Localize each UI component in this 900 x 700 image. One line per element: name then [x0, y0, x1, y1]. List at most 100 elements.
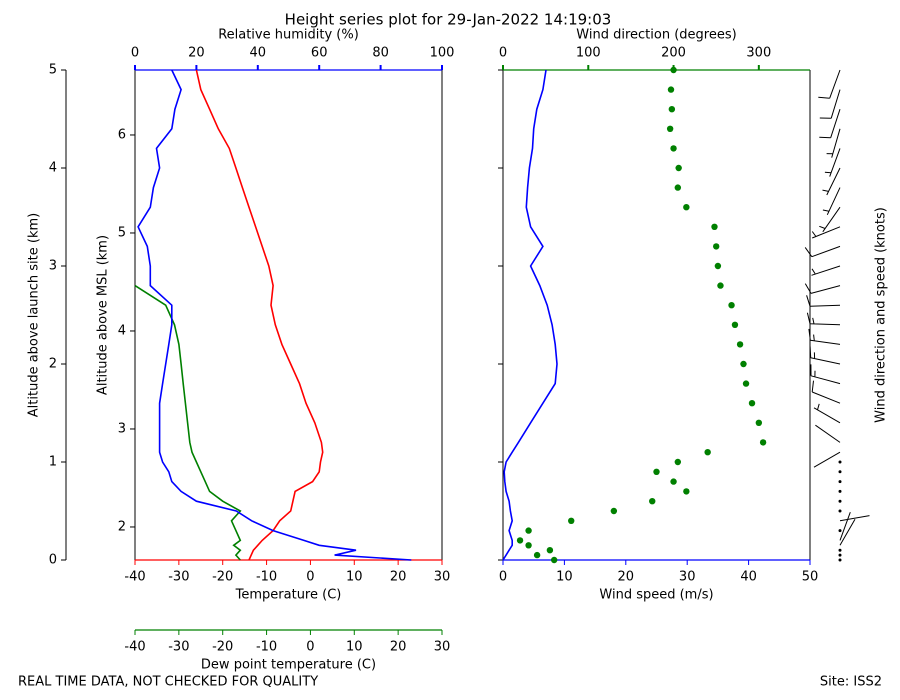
wind-barb [824, 148, 841, 177]
x-axis-label: Dew point temperature (C) [201, 658, 376, 673]
x-tick-label: -30 [168, 640, 189, 655]
wind-barb [806, 312, 841, 326]
wind-direction-dot [674, 458, 682, 466]
x-tick-label: 0 [499, 46, 507, 61]
footer-right: Site: ISS2 [820, 675, 882, 690]
wind-direction-dot [742, 380, 750, 387]
x-tick-label: -40 [124, 640, 145, 655]
x-tick-label: -10 [256, 640, 277, 655]
wind-barb [819, 89, 841, 119]
wind-direction-dot [568, 517, 575, 524]
wind-barb [804, 245, 841, 258]
x-tick-label: -10 [256, 570, 277, 585]
x-tick-label: -40 [124, 570, 145, 585]
wind-barb-calm [838, 460, 842, 464]
x-axis-label: Wind speed (m/s) [599, 588, 713, 603]
wind-direction-dot [712, 243, 720, 250]
x-axis-label: Relative humidity (%) [218, 28, 359, 43]
wind-direction-dot [683, 488, 690, 495]
barb-axis-label: Wind direction and speed (knots) [874, 207, 889, 423]
wind-direction-dot [755, 419, 763, 426]
wind-direction-dot [666, 125, 674, 132]
wind-direction-dot [717, 282, 724, 289]
wind-barb-calm [838, 548, 842, 552]
wind-direction-dot [759, 439, 767, 446]
x-tick-label: 60 [311, 46, 328, 61]
x-tick-label: -30 [168, 570, 189, 585]
wind-barb [818, 69, 841, 99]
footer-left: REAL TIME DATA, NOT CHECKED FOR QUALITY [18, 675, 318, 690]
wind-barb [839, 512, 851, 541]
y2-tick-label: 6 [118, 127, 126, 142]
wind-direction-dot [525, 542, 532, 549]
y2-axis-label: Altitude above MSL (km) [96, 235, 111, 395]
x-axis-label: Temperature (C) [235, 588, 342, 603]
wind-barb [826, 128, 841, 158]
wind-barb-calm [838, 553, 842, 557]
wind-direction-dot [714, 262, 722, 270]
wind-direction-dot [736, 341, 744, 348]
wind-barb [822, 167, 841, 196]
x-tick-label: 30 [434, 570, 451, 585]
wind-barb [839, 515, 870, 522]
y-tick-label: 2 [49, 357, 57, 372]
profile-line [137, 69, 412, 561]
wind-direction-dot [525, 527, 532, 534]
wind-barb [819, 109, 841, 139]
x-tick-label: 50 [802, 570, 819, 585]
wind-barb [808, 328, 841, 345]
wind-barb [813, 403, 841, 424]
wind-direction-dot [728, 302, 735, 309]
wind-direction-dot [704, 449, 711, 456]
x-tick-label: 0 [499, 570, 507, 585]
wind-direction-dot [675, 164, 682, 172]
x-tick-label: 0 [131, 46, 139, 61]
x-tick-label: 20 [390, 570, 407, 585]
y2-tick-label: 3 [118, 421, 126, 436]
profile-line [195, 69, 324, 561]
y2-tick-label: 4 [118, 323, 126, 338]
x-tick-label: 0 [306, 570, 314, 585]
wind-direction-dot [674, 184, 682, 191]
wind-direction-dot [667, 86, 675, 93]
wind-barb-calm [838, 489, 842, 493]
x-tick-label: 40 [740, 570, 757, 585]
y-tick-label: 3 [49, 259, 57, 274]
wind-direction-dot [546, 547, 554, 554]
x-tick-label: 10 [556, 570, 573, 585]
chart-title: Height series plot for 29-Jan-2022 14:19… [285, 11, 612, 29]
wind-barb [839, 519, 856, 546]
wind-direction-dot [711, 223, 718, 230]
x-tick-label: 20 [390, 640, 407, 655]
wind-barb-calm [838, 558, 842, 562]
wind-direction-dot [653, 468, 660, 475]
wind-direction-dot [670, 145, 677, 152]
x-tick-label: 40 [250, 46, 267, 61]
y-tick-label: 0 [49, 553, 57, 568]
wind-barb [811, 226, 841, 239]
wind-barb-calm [838, 509, 842, 513]
y-axis-label: Altitude above launch site (km) [27, 213, 42, 417]
wind-direction-dot [516, 537, 524, 544]
wind-barb [810, 364, 841, 385]
wind-barb [809, 346, 841, 365]
x-tick-label: 10 [346, 570, 363, 585]
wind-direction-dot [668, 106, 676, 113]
wind-direction-dot [670, 478, 677, 485]
wind-barb [813, 451, 841, 468]
y-tick-label: 5 [49, 63, 57, 78]
y2-tick-label: 2 [118, 519, 126, 534]
x-tick-label: 10 [346, 640, 363, 655]
wind-direction-dot [748, 400, 756, 407]
wind-barb-calm [838, 499, 842, 503]
y2-tick-label: 5 [118, 225, 126, 240]
x-tick-label: 300 [746, 46, 771, 61]
x-tick-label: 30 [434, 640, 451, 655]
x-tick-label: 100 [576, 46, 601, 61]
x-axis-label: Wind direction (degrees) [576, 28, 736, 43]
x-tick-label: 80 [372, 46, 389, 61]
y-tick-label: 4 [49, 161, 57, 176]
wind-direction-dot [731, 321, 739, 328]
x-tick-label: 20 [618, 570, 635, 585]
